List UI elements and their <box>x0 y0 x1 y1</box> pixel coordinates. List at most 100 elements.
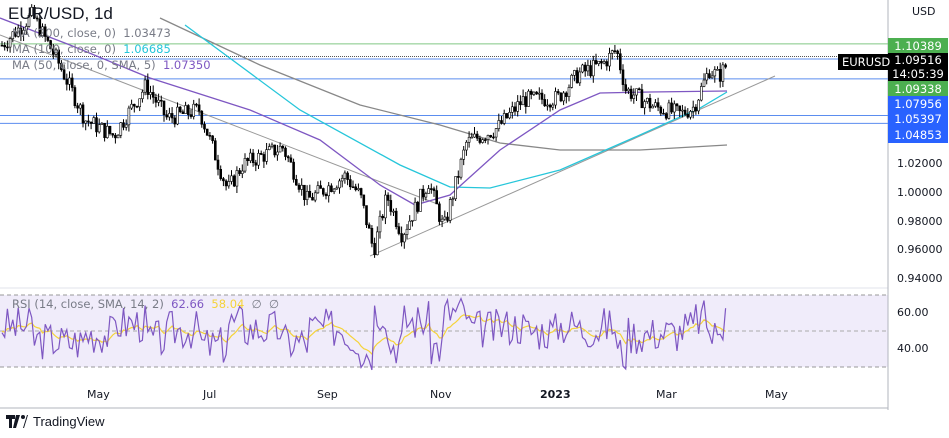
tradingview-logo[interactable]: TradingView <box>6 414 105 429</box>
candle-body <box>654 102 657 107</box>
candle-body <box>346 172 349 180</box>
candle-body <box>443 216 447 220</box>
candle-body <box>475 133 479 139</box>
candle-body <box>402 234 406 243</box>
candle-body <box>591 60 595 77</box>
candle-body <box>351 186 355 189</box>
candle-body <box>97 124 101 133</box>
candle-body <box>416 201 420 212</box>
candle-body <box>718 69 722 82</box>
ma200-value: 1.03473 <box>123 26 171 40</box>
ma100-legend: MA (100, close, 0) 1.06685 <box>12 42 171 56</box>
candle-body <box>624 84 628 92</box>
price-tick: 0.96000 <box>897 243 943 256</box>
time-tick: Jul <box>203 388 217 401</box>
candle-body <box>235 170 239 187</box>
candle-body <box>424 193 428 198</box>
candle-body <box>470 136 474 139</box>
candle-body <box>43 26 47 37</box>
candle-body <box>616 50 619 55</box>
candle-body <box>375 231 379 256</box>
candle-body <box>281 145 285 149</box>
candle-body <box>373 243 376 256</box>
candle-body <box>51 48 55 55</box>
candle-body <box>189 114 193 117</box>
candle-body <box>46 36 50 41</box>
candle-body <box>521 96 525 106</box>
rsi-line <box>1 296 727 371</box>
candle-body <box>200 110 204 125</box>
candle-body <box>546 104 549 107</box>
candle-body <box>241 170 244 174</box>
candle-body <box>621 69 625 85</box>
candle-body <box>594 60 598 64</box>
candle-body <box>216 159 220 170</box>
candle-body <box>22 29 25 35</box>
candle-body <box>427 188 430 194</box>
ma200-legend: MA (200, close, 0) 1.03473 <box>12 26 171 40</box>
candle-body <box>238 170 241 174</box>
candle-body <box>473 133 476 138</box>
candle-body <box>265 149 268 162</box>
candle-body <box>270 144 274 147</box>
candle-body <box>68 77 71 85</box>
candle-body <box>500 120 503 124</box>
candle-body <box>170 113 174 119</box>
candle-body <box>384 194 387 219</box>
candle-body <box>54 49 58 55</box>
candle-body <box>556 91 560 94</box>
candle-body <box>710 75 714 79</box>
candle-body <box>678 105 682 112</box>
candle-body <box>65 78 69 85</box>
candle-body <box>340 178 344 182</box>
candle-body <box>154 97 158 103</box>
candle-body <box>176 106 179 125</box>
candle-body <box>670 102 673 113</box>
candle-body <box>510 106 514 113</box>
rsi-extra: ∅ <box>251 297 262 311</box>
candle-body <box>297 184 301 190</box>
candle-body <box>502 113 506 124</box>
candle-body <box>335 187 339 190</box>
candle-body <box>413 201 417 221</box>
candle-body <box>100 122 104 125</box>
candle-body <box>73 87 77 106</box>
candle-body <box>691 106 695 112</box>
price-tick: 0.98000 <box>897 215 943 228</box>
ma100-label: MA (100, close, 0) <box>12 42 116 56</box>
candle-body <box>562 92 565 102</box>
candle-body <box>567 87 571 97</box>
candle-body <box>119 122 123 136</box>
candle-body <box>438 203 441 222</box>
candle-body <box>610 50 614 54</box>
candle-body <box>632 94 636 99</box>
candle-body <box>618 53 622 71</box>
ma50-value: 1.07350 <box>162 58 211 72</box>
candle-body <box>578 71 582 84</box>
price-label: 1.05397 <box>888 111 948 127</box>
candle-body <box>640 89 644 109</box>
candle-body <box>330 185 333 193</box>
candle-body <box>227 181 231 187</box>
candle-body <box>168 113 171 118</box>
candle-body <box>259 153 263 155</box>
ma50-label: MA (50, close, 0, SMA, 5) <box>12 58 156 72</box>
candle-body <box>370 228 374 244</box>
time-tick: Sep <box>317 388 338 401</box>
candle-body <box>465 141 468 151</box>
candle-body <box>527 90 530 107</box>
candle-body <box>249 152 252 162</box>
time-tick: May <box>765 388 788 401</box>
candle-body <box>157 99 160 103</box>
candle-body <box>106 125 109 138</box>
candle-body <box>292 161 295 180</box>
candle-body <box>537 92 541 95</box>
candle-body <box>146 79 150 95</box>
candle-body <box>505 113 509 119</box>
price-label: 1.07956 <box>888 96 948 112</box>
candle-body <box>208 135 212 137</box>
candle-body <box>173 117 177 125</box>
candle-body <box>411 219 414 222</box>
candle-body <box>421 188 425 198</box>
